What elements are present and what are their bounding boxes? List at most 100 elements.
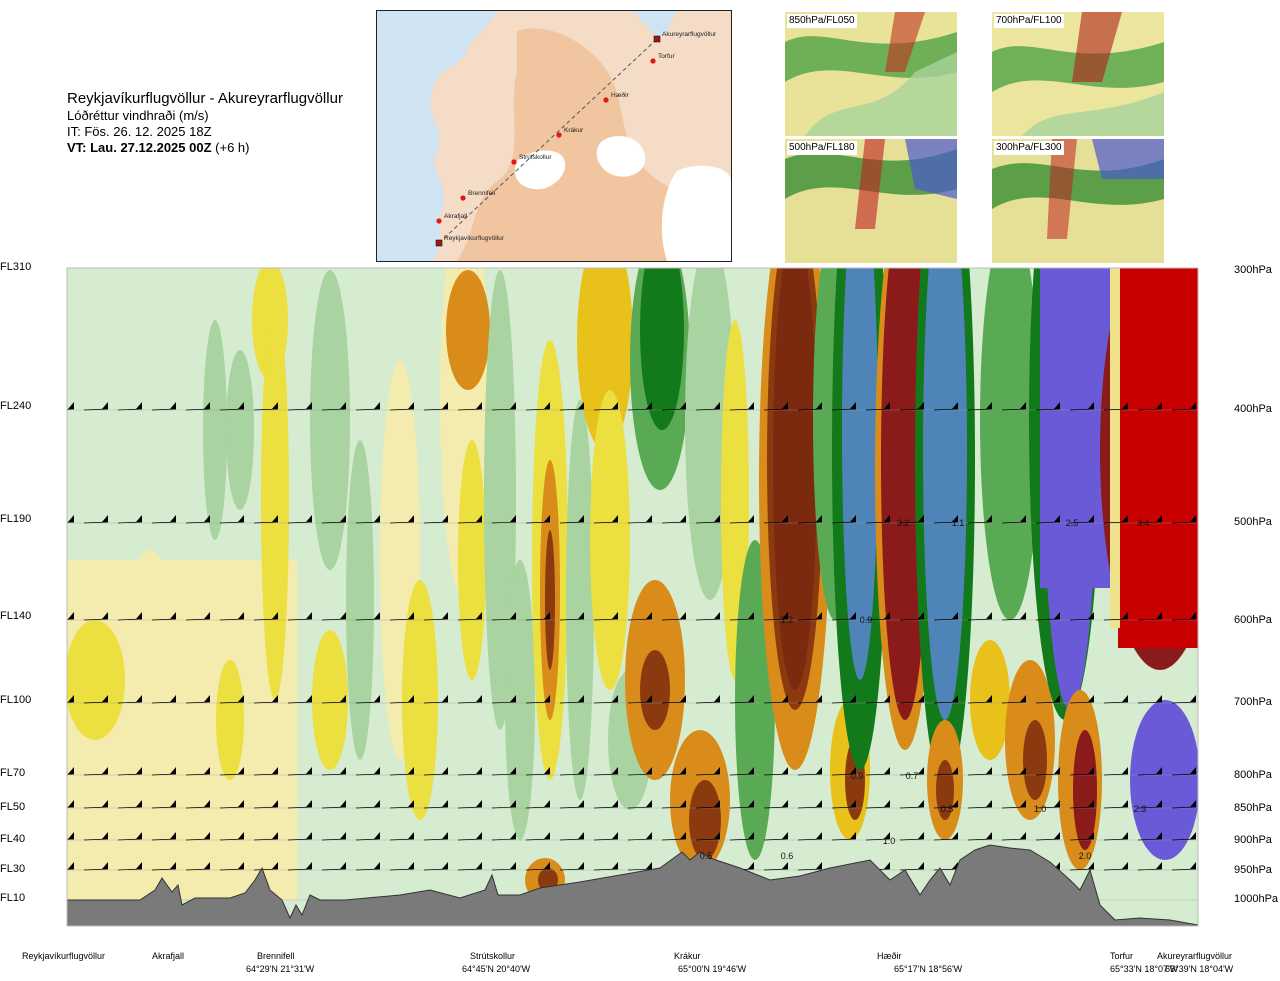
thumbnail-700hpa[interactable]: 700hPa/FL100 [992, 12, 1164, 136]
wind-barb [525, 800, 551, 809]
value-annotation: 2.0 [1079, 851, 1092, 861]
initial-time: IT: Fös. 26. 12. 2025 18Z [67, 124, 212, 139]
thumbnail-300hpa[interactable]: 300hPa/FL300 [992, 139, 1164, 263]
value-annotation: 3.4 [1137, 518, 1150, 528]
wind-barb [763, 402, 789, 411]
wind-barb [67, 515, 75, 523]
wind-barb [593, 767, 619, 776]
wind-barb [254, 268, 263, 269]
wind-barb [1137, 862, 1163, 871]
wind-barb [593, 862, 619, 871]
flight-level-label: FL40 [0, 833, 26, 845]
wind-barb [559, 695, 585, 704]
wind-barb [185, 402, 211, 411]
velocity-cell [458, 440, 486, 680]
wind-barb [695, 767, 721, 776]
wind-barb [253, 832, 279, 841]
thumb-500-label: 500hPa/FL180 [787, 141, 857, 155]
station-name: Krákur [674, 951, 701, 961]
terrain-profile [67, 844, 1198, 926]
wind-barb [83, 695, 109, 704]
velocity-cell [773, 268, 817, 690]
wind-barb [661, 515, 687, 524]
wind-barb [1069, 695, 1095, 704]
wind-barb [83, 862, 109, 871]
velocity-cell [689, 780, 721, 860]
wind-barb [899, 515, 925, 524]
wind-barb [117, 515, 143, 524]
flight-level-label: FL70 [0, 767, 26, 779]
wind-barb [560, 268, 569, 269]
wind-barb [593, 695, 619, 704]
wind-barb [763, 695, 789, 704]
wind-barb [729, 767, 755, 776]
thumbnail-500hpa[interactable]: 500hPa/FL180 [785, 139, 957, 263]
wind-barb [152, 268, 161, 269]
wind-barb [695, 612, 721, 621]
wind-barb [627, 767, 653, 776]
wind-barb [253, 515, 279, 524]
value-annotation: 0.9 [851, 771, 864, 781]
wind-barb [1035, 800, 1061, 809]
wind-barb [899, 862, 925, 871]
wind-barb [1103, 767, 1129, 776]
velocity-cell [203, 320, 227, 540]
flight-level-label: FL240 [0, 400, 32, 412]
map-waypoint-marker [436, 218, 442, 224]
wind-barb [899, 800, 925, 809]
wind-barb [423, 800, 449, 809]
wind-barb [321, 832, 347, 841]
wind-barb [287, 612, 313, 621]
wind-barb [831, 612, 857, 621]
thumb-850-label: 850hPa/FL050 [787, 14, 857, 28]
velocity-cell [640, 268, 684, 430]
velocity-cell [640, 650, 670, 730]
wind-barb [525, 862, 551, 871]
wind-barb [559, 800, 585, 809]
wind-barb [865, 515, 891, 524]
wind-barb [525, 695, 551, 704]
thumb-300-label: 300hPa/FL300 [994, 141, 1064, 155]
wind-barb [185, 862, 211, 871]
wind-barb [525, 612, 551, 621]
wind-barb [933, 767, 959, 776]
wind-barb [185, 832, 211, 841]
chart-title-block: Reykjavíkurflugvöllur - Akureyrarflugvöl… [67, 90, 367, 156]
wind-barb [1103, 832, 1129, 841]
wind-barb [457, 832, 483, 841]
thumb-700-image [992, 12, 1164, 136]
velocity-band [1118, 268, 1198, 648]
wind-barb [355, 402, 381, 411]
station-name: Hæðir [877, 951, 902, 961]
wind-barb [253, 862, 279, 871]
wind-barb [151, 800, 177, 809]
wind-barb [83, 800, 109, 809]
wind-barb [67, 612, 75, 620]
wind-barb [933, 515, 959, 524]
thumbnail-850hpa[interactable]: 850hPa/FL050 [785, 12, 957, 136]
wind-barb [1035, 515, 1061, 524]
wind-barb [1171, 767, 1197, 776]
wind-barb [151, 695, 177, 704]
wind-barb [695, 800, 721, 809]
wind-barb [525, 832, 551, 841]
wind-barb [1103, 402, 1129, 411]
value-annotation: 1.0 [883, 836, 896, 846]
wind-barb [696, 268, 705, 269]
thumb-500-image [785, 139, 957, 263]
wind-barb [389, 767, 415, 776]
wind-barb [1103, 515, 1129, 524]
velocity-cell [566, 400, 594, 800]
flight-level-label: FL190 [0, 513, 32, 525]
wind-barb [525, 767, 551, 776]
wind-barb [967, 832, 993, 841]
wind-barb [933, 832, 959, 841]
flight-level-label: FL100 [0, 694, 32, 706]
wind-barb [219, 832, 245, 841]
wind-barb [695, 832, 721, 841]
wind-barb [865, 800, 891, 809]
wind-barb [491, 767, 517, 776]
wind-barb [831, 402, 857, 411]
wind-barb [423, 402, 449, 411]
